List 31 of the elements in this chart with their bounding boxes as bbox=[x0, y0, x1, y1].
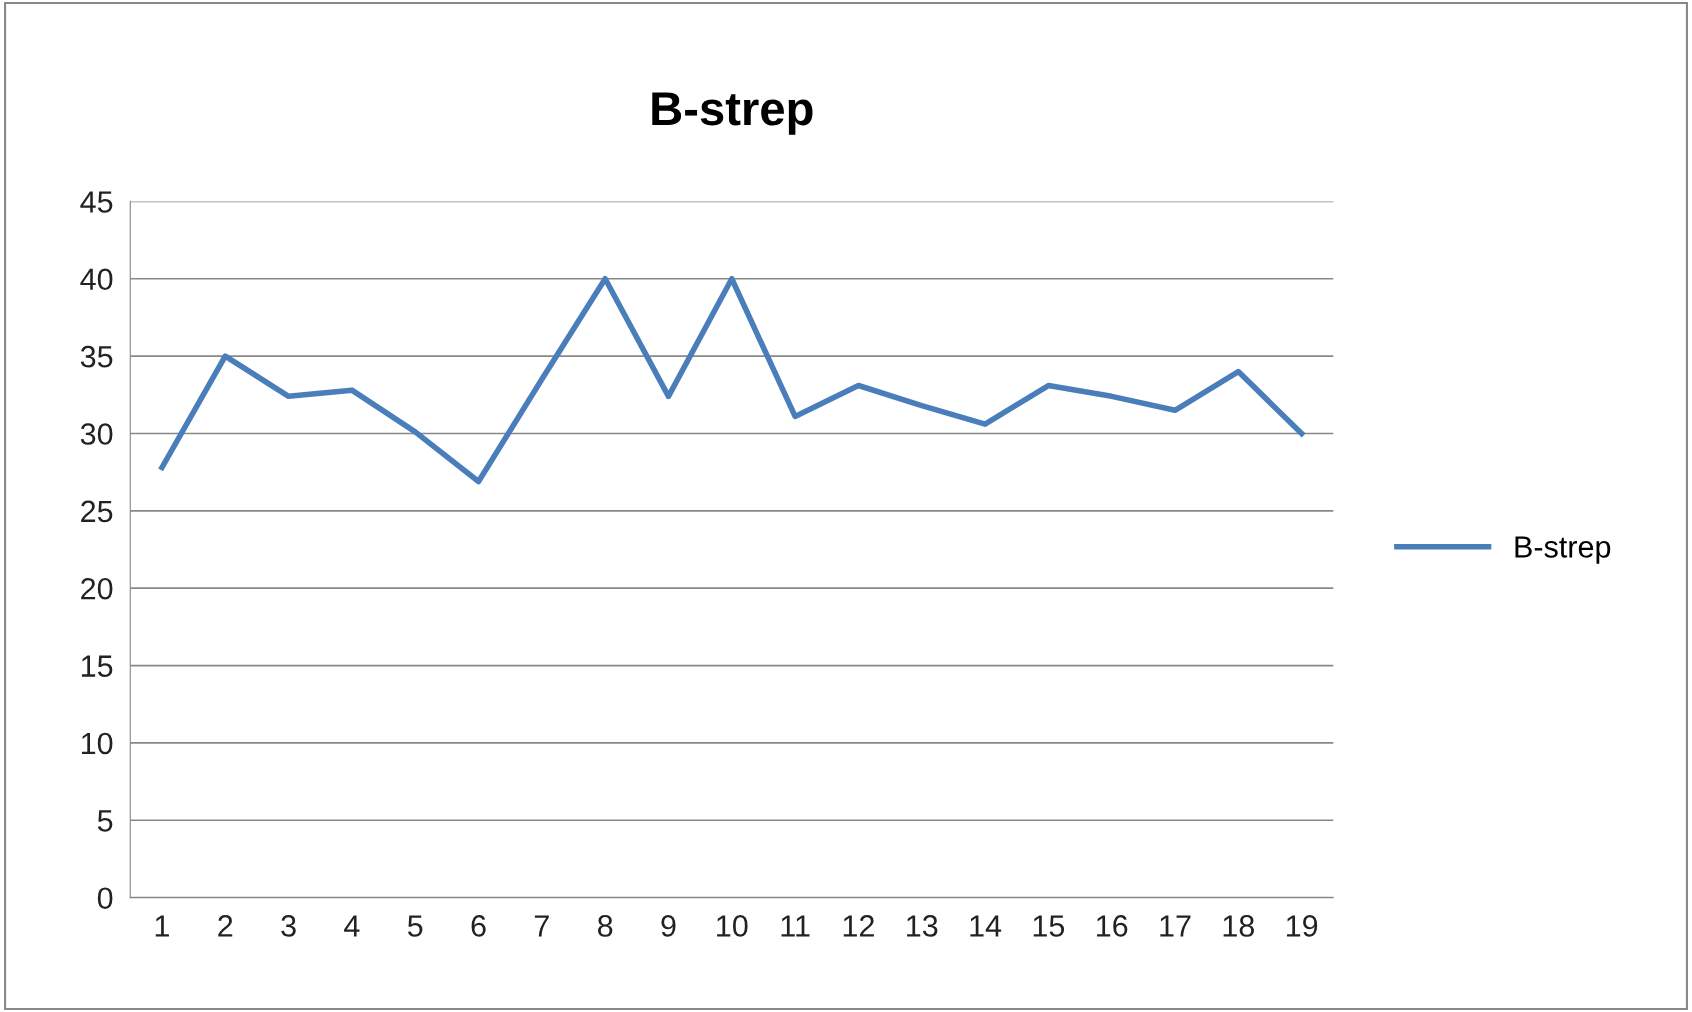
y-tick-label: 25 bbox=[81, 500, 113, 523]
x-tick-label: 15 bbox=[1033, 915, 1065, 937]
y-tick-label: 35 bbox=[80, 345, 113, 368]
x-tick-label: 6 bbox=[471, 915, 486, 937]
x-tick-label: 14 bbox=[970, 915, 1002, 937]
y-tick-label: 20 bbox=[81, 577, 113, 600]
x-tick-label: 11 bbox=[781, 915, 810, 937]
x-tick-label: 8 bbox=[597, 915, 613, 937]
x-tick-label: 1 bbox=[155, 915, 169, 937]
x-tick-label: 18 bbox=[1223, 915, 1254, 937]
legend-label: B-strep bbox=[1515, 536, 1611, 564]
x-tick-label: 2 bbox=[218, 915, 233, 937]
x-tick-label: 9 bbox=[661, 915, 676, 937]
y-tick-label: 40 bbox=[80, 268, 113, 291]
x-tick-label: 16 bbox=[1097, 915, 1128, 937]
y-tick-label: 10 bbox=[81, 732, 113, 755]
x-tick-label: 4 bbox=[344, 915, 360, 937]
x-tick-label: 13 bbox=[907, 915, 938, 937]
y-tick-label: 5 bbox=[97, 810, 113, 832]
y-tick-label: 30 bbox=[80, 423, 113, 445]
chart-title: B-strep bbox=[652, 92, 813, 135]
x-tick-label: 17 bbox=[1160, 915, 1191, 937]
x-tick-label: 5 bbox=[407, 915, 423, 937]
y-tick-label: 0 bbox=[97, 887, 113, 910]
x-tick-label: 19 bbox=[1286, 915, 1318, 937]
x-tick-label: 3 bbox=[281, 915, 296, 937]
x-tick-label: 10 bbox=[717, 915, 748, 937]
y-tick-label: 15 bbox=[81, 655, 113, 677]
y-tick-label: 45 bbox=[80, 191, 113, 213]
x-tick-label: 12 bbox=[843, 915, 874, 937]
x-tick-label: 7 bbox=[534, 915, 549, 937]
